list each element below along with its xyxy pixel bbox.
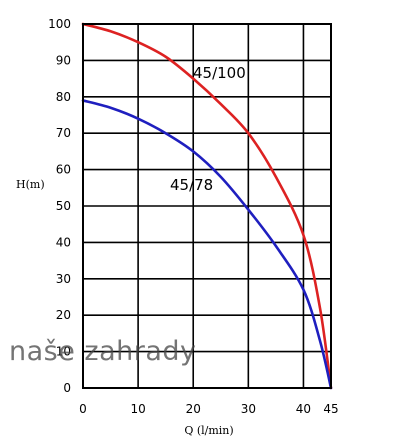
y-tick-label: 90 [56, 53, 71, 67]
plot-frame [82, 23, 332, 389]
x-tick-label: 30 [241, 402, 256, 416]
y-tick-label: 100 [48, 17, 71, 31]
y-tick-label: 40 [56, 235, 71, 249]
series-line-1 [81, 99, 333, 390]
series-lines [81, 22, 333, 390]
y-tick-label: 0 [63, 381, 71, 395]
x-tick-label: 20 [186, 402, 201, 416]
y-tick-label: 60 [56, 163, 71, 177]
x-tick-labels: 0 10 20 30 40 45 [79, 402, 338, 416]
series-line-0 [81, 22, 333, 390]
y-tick-label: 50 [56, 199, 71, 213]
x-axis-label: Q (l/min) [184, 424, 233, 437]
y-tick-label: 30 [56, 272, 71, 286]
series-label-45-78: 45/78 [170, 176, 213, 194]
x-tick-label: 0 [79, 402, 87, 416]
x-tick-label: 40 [296, 402, 311, 416]
watermark-logo: naše zahrady [9, 336, 197, 367]
x-tick-label: 10 [130, 402, 145, 416]
y-axis-label: H(m) [16, 178, 45, 191]
y-tick-label: 80 [56, 90, 71, 104]
y-tick-label: 70 [56, 126, 71, 140]
series-label-45-100: 45/100 [193, 64, 246, 82]
y-tick-label: 10 [56, 345, 71, 359]
y-tick-labels: 0 10 20 30 40 50 60 70 80 90 100 [48, 17, 71, 395]
x-tick-label: 45 [323, 402, 338, 416]
y-tick-label: 20 [56, 308, 71, 322]
